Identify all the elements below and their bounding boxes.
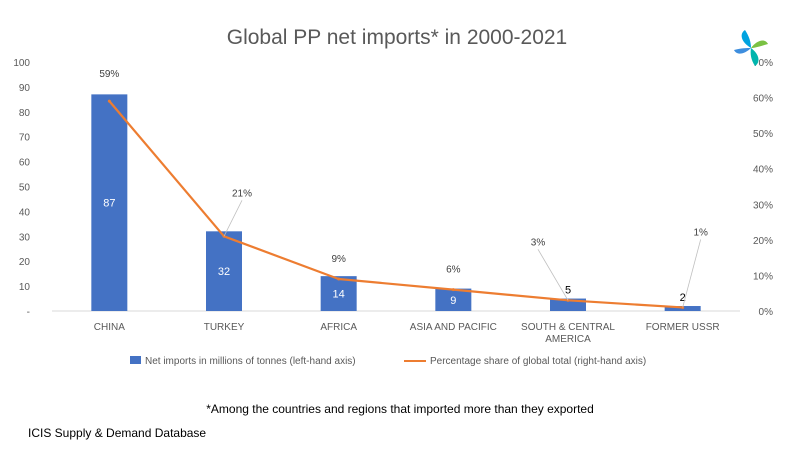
right-axis: 0% 10% 20% 30% 40% 50% 60% 70% [753,58,773,318]
bar-value-label: 9 [450,295,456,307]
bar-value-label: 5 [565,285,571,297]
left-tick-label: 20 [19,257,31,268]
line-value-label: 9% [331,254,346,265]
source-note: ICIS Supply & Demand Database [28,426,207,440]
category-label: CHINA [94,322,125,333]
share-line [108,100,683,309]
category-label-line: TURKEY [204,322,245,333]
category-label: FORMER USSR [646,322,720,333]
line-value-label: 1% [693,227,708,238]
left-tick-label: 100 [13,58,30,69]
right-tick-label: 70% [753,58,773,69]
category-label: AFRICA [320,322,357,333]
legend-bar-swatch [130,356,141,364]
category-label-line: ASIA AND PACIFIC [410,322,497,333]
left-tick-label: 10 [19,282,31,293]
chart-title: Global PP net imports* in 2000-2021 [227,26,568,49]
right-tick-label: 20% [753,236,773,247]
icis-logo-icon [734,30,768,66]
bar-value-label: 14 [333,289,345,301]
left-tick-label: 50 [19,183,31,194]
footnote: *Among the countries and regions that im… [206,402,594,416]
bar-value-label: 2 [680,292,686,304]
line-value-label: 59% [99,69,119,80]
left-tick-label: 60 [19,158,31,169]
left-tick-label: - [27,307,30,318]
left-tick-label: 30 [19,232,31,243]
legend: Net imports in millions of tonnes (left-… [130,356,646,367]
category-label-line: AMERICA [545,334,591,345]
category-label: TURKEY [204,322,245,333]
right-tick-label: 0% [759,307,774,318]
left-tick-label: 40 [19,207,31,218]
left-tick-label: 80 [19,108,31,119]
bar [206,231,242,311]
right-tick-label: 60% [753,94,773,105]
category-label: ASIA AND PACIFIC [410,322,497,333]
leader-line [223,200,243,237]
line-point [451,288,455,292]
right-tick-label: 30% [753,200,773,211]
category-label-line: AFRICA [320,322,357,333]
category-label-line: FORMER USSR [646,322,720,333]
bar-value-label: 32 [218,266,230,278]
left-axis: - 10 20 30 40 50 60 70 80 90 100 [13,58,740,318]
line-value-label: 6% [446,265,461,276]
category-label-line: CHINA [94,322,125,333]
line-value-label: 3% [531,237,546,248]
line-value-label: 21% [232,188,252,199]
bar [91,94,128,312]
bar [320,276,357,311]
leader-line [682,239,702,308]
bar [435,288,472,311]
left-tick-label: 70 [19,133,31,144]
legend-line-label: Percentage share of global total (right-… [430,356,646,367]
category-label-line: SOUTH & CENTRAL [521,322,615,333]
line-series: 59% 21% 9% 6% 3% 1% [99,69,708,309]
bar-value-label: 87 [103,198,115,210]
category-axis: CHINA TURKEY AFRICA ASIA AND PACIFIC SOUTH &… [94,322,720,345]
line-point [107,99,111,103]
leader-line [537,249,569,301]
line-point [337,277,341,281]
bar-series: 87 32 14 9 5 2 [91,94,701,312]
right-tick-label: 40% [753,165,773,176]
left-tick-label: 90 [19,83,31,94]
category-label: SOUTH & CENTRAL AMERICA [521,322,615,345]
right-tick-label: 10% [753,271,773,282]
legend-bar-label: Net imports in millions of tonnes (left-… [145,356,356,367]
right-tick-label: 50% [753,129,773,140]
